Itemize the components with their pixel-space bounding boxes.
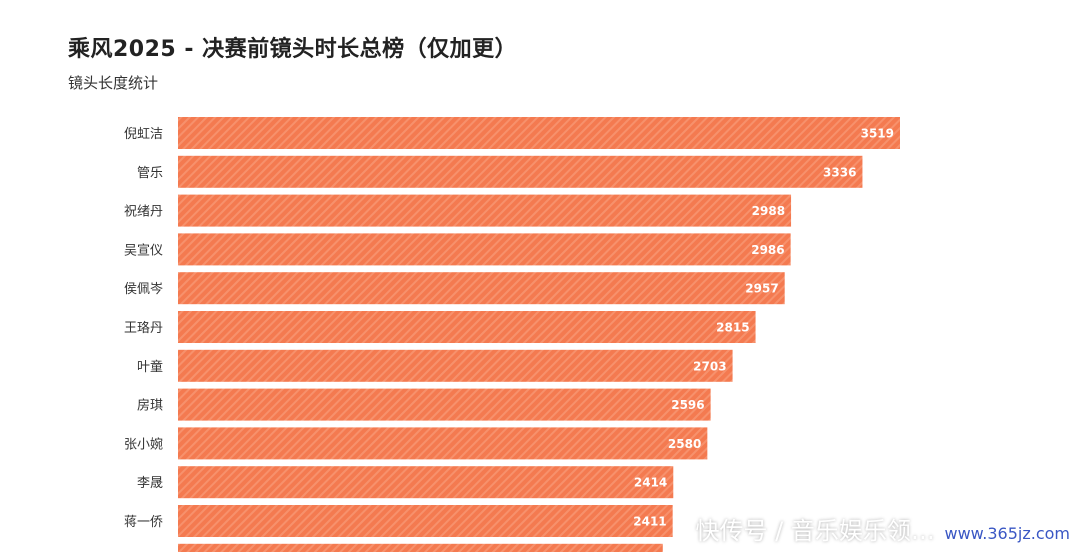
bar-3 xyxy=(178,233,791,266)
value-label: 2815 xyxy=(716,321,749,335)
bar-6 xyxy=(178,349,733,382)
bar-2 xyxy=(178,194,792,227)
value-label: 2986 xyxy=(751,243,784,257)
watermark-text: 快传号 / 音乐娱乐领… xyxy=(695,517,935,545)
bar-1 xyxy=(178,155,863,188)
bar-9 xyxy=(178,466,674,499)
bar-0 xyxy=(178,117,900,149)
category-label: 王珞丹 xyxy=(124,321,163,336)
bars-group: 倪虹洁 3519 管乐 3336 祝绪丹 2988 吴宣仪 2986 侯佩岑 2957 王珞丹 281… xyxy=(124,117,900,552)
category-label: 李晟 xyxy=(137,476,163,491)
bar-7 xyxy=(178,388,711,421)
value-label: 2988 xyxy=(752,204,785,218)
category-label: 管乐 xyxy=(137,166,163,181)
watermark: 快传号 / 音乐娱乐领… www.365jz.com xyxy=(695,511,1072,546)
bar-10 xyxy=(178,505,673,537)
value-label: 2411 xyxy=(633,515,666,529)
category-label: 房琪 xyxy=(137,398,163,414)
chart-title: 乘风2025 - 决赛前镜头时长总榜（仅加更） xyxy=(68,37,518,62)
value-label: 2596 xyxy=(671,398,704,412)
category-label: 侯佩岑 xyxy=(124,282,163,297)
category-label: 祝绪丹 xyxy=(124,205,163,220)
watermark-url: www.365jz.com xyxy=(942,524,1072,543)
chart-subtitle: 镜头长度统计 xyxy=(68,74,159,92)
category-label: 蒋一侨 xyxy=(124,515,163,530)
value-label: 2703 xyxy=(693,359,726,373)
value-label: 3336 xyxy=(823,165,856,179)
category-label: 倪虹洁 xyxy=(124,127,163,142)
value-label: 3519 xyxy=(861,127,894,141)
value-label: 2957 xyxy=(745,282,778,296)
value-label: 2414 xyxy=(634,476,667,490)
category-label: 叶童 xyxy=(137,359,163,375)
value-label: 2580 xyxy=(668,437,701,451)
bar-8 xyxy=(178,427,708,460)
bar-4 xyxy=(178,272,785,305)
bar-5 xyxy=(178,311,756,343)
category-label: 吴宣仪 xyxy=(124,242,163,258)
bar-partial xyxy=(178,543,663,552)
category-label: 张小婉 xyxy=(124,436,163,452)
